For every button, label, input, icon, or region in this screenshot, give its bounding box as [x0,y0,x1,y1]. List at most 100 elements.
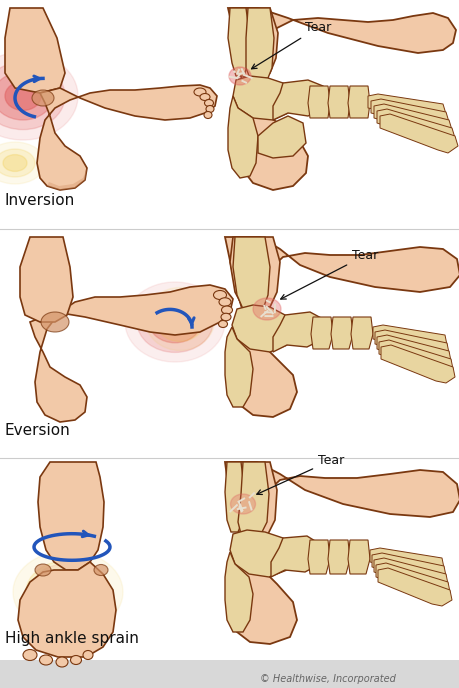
Text: Tear: Tear [251,21,330,69]
Ellipse shape [50,579,86,605]
Polygon shape [30,285,233,422]
Polygon shape [228,8,455,190]
Ellipse shape [5,82,41,110]
Ellipse shape [218,321,227,327]
Text: High ankle sprain: High ankle sprain [5,631,139,646]
Ellipse shape [23,649,37,660]
Ellipse shape [155,297,205,341]
Polygon shape [230,530,292,577]
Polygon shape [38,462,104,570]
Ellipse shape [220,313,230,321]
Ellipse shape [218,298,230,306]
Ellipse shape [33,564,93,610]
Polygon shape [379,114,457,153]
Polygon shape [47,168,87,190]
Ellipse shape [230,494,255,514]
Ellipse shape [3,155,27,171]
Polygon shape [20,237,73,322]
Polygon shape [5,8,65,93]
Polygon shape [228,8,249,76]
FancyBboxPatch shape [0,660,459,688]
Ellipse shape [229,67,251,85]
Ellipse shape [165,305,195,332]
Polygon shape [373,558,447,590]
Polygon shape [308,540,329,574]
Polygon shape [347,540,369,574]
Polygon shape [230,237,280,312]
Polygon shape [347,86,369,118]
Ellipse shape [56,657,68,667]
Ellipse shape [204,100,213,107]
Ellipse shape [26,561,110,623]
Polygon shape [370,99,448,129]
Ellipse shape [149,301,201,343]
Ellipse shape [0,72,53,120]
Ellipse shape [213,290,226,299]
Ellipse shape [203,111,212,118]
Polygon shape [374,330,448,359]
Polygon shape [37,85,217,190]
Polygon shape [373,104,451,137]
Ellipse shape [35,564,51,576]
Polygon shape [375,563,449,598]
Ellipse shape [38,570,98,614]
Polygon shape [376,109,454,145]
Polygon shape [224,462,245,532]
Polygon shape [18,562,116,657]
Polygon shape [272,312,322,352]
Polygon shape [327,86,349,118]
Polygon shape [372,325,446,351]
Polygon shape [378,340,452,375]
Ellipse shape [221,306,232,314]
Ellipse shape [70,656,81,665]
Text: Tear: Tear [256,454,343,495]
Text: Inversion: Inversion [5,193,75,208]
Ellipse shape [0,142,45,184]
Polygon shape [376,335,450,367]
Polygon shape [371,553,445,582]
Polygon shape [224,237,459,417]
Polygon shape [369,548,443,574]
Ellipse shape [160,310,190,334]
Ellipse shape [94,564,108,575]
Polygon shape [233,237,269,312]
Text: Eversion: Eversion [5,423,71,438]
Ellipse shape [125,282,224,362]
Polygon shape [246,8,274,80]
Polygon shape [224,552,252,632]
Polygon shape [226,462,276,540]
Ellipse shape [13,551,123,633]
Ellipse shape [194,88,206,96]
Polygon shape [230,8,277,80]
Polygon shape [224,462,459,644]
Polygon shape [257,116,305,158]
Text: © Healthwise, Incorporated: © Healthwise, Incorporated [259,674,395,684]
Polygon shape [272,80,322,120]
Ellipse shape [0,63,65,129]
Ellipse shape [206,105,213,113]
Ellipse shape [200,94,210,100]
Polygon shape [310,317,332,349]
Ellipse shape [0,52,78,140]
Ellipse shape [137,292,213,352]
Polygon shape [380,345,454,383]
Ellipse shape [41,312,69,332]
Ellipse shape [145,288,214,350]
Polygon shape [237,462,269,537]
Polygon shape [224,327,252,407]
Ellipse shape [0,149,35,177]
Polygon shape [377,568,451,606]
Polygon shape [308,86,329,118]
Ellipse shape [39,655,52,665]
Polygon shape [330,317,352,349]
Polygon shape [350,317,372,349]
Ellipse shape [32,90,54,106]
Ellipse shape [51,578,75,596]
Polygon shape [233,76,292,120]
Ellipse shape [43,572,83,602]
Ellipse shape [83,650,93,660]
Polygon shape [228,96,257,178]
Ellipse shape [252,298,280,320]
Polygon shape [231,305,292,352]
Text: Tear: Tear [280,249,377,299]
